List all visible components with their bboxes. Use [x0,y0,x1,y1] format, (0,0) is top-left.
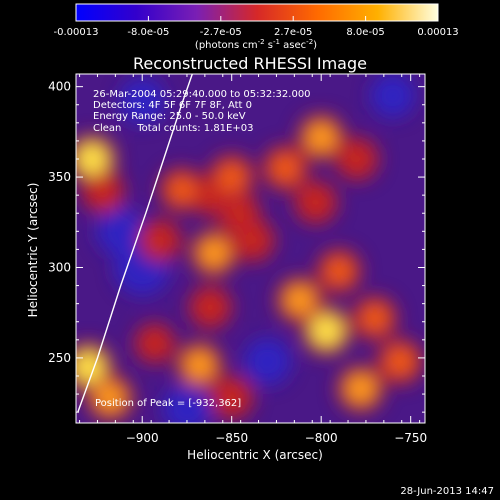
heatmap-emission-core [76,142,109,176]
heatmap-emission-core [301,188,330,217]
heatmap-low-region [370,74,416,118]
heatmap-emission-core [217,383,246,412]
heatmap-low-region [162,384,212,423]
heatmap-emission-core [167,175,197,205]
axis-ticks: −900 −850 −800 −750 250 300 350 400 [48,74,427,445]
heatmap-emission-core [141,330,168,357]
colorbar-tick-label: 0.00013 [417,27,458,38]
heatmap-emission-core [183,349,215,381]
colorbar-tick-label: -0.00013 [54,27,99,38]
heatmap-emission-core [198,237,230,269]
annotation-time-range: 26-Mar-2004 05:29:40.000 to 05:32:32.000 [93,89,311,100]
heatmap-emission-core [76,350,106,384]
heatmap-emission-core [196,293,225,322]
heatmap-emission-core [196,181,224,209]
heatmap-emission-core [342,144,371,173]
heatmap-image [76,74,424,423]
heatmap-emission-core [305,121,337,153]
peak-position-label: Position of Peak = [-932,362] [95,398,241,409]
colorbar-tick-label: -2.7e-05 [200,27,242,38]
heatmap-emission-core [146,226,175,255]
annotation-block: 26-Mar-2004 05:29:40.000 to 05:32:32.000… [93,89,311,134]
solar-limb-curve [77,74,193,413]
heatmap-low-region [243,337,292,386]
y-tick-label: 300 [48,260,71,274]
heatmap-emission-core [88,177,117,206]
annotation-clean-counts: Clean Total counts: 1.81E+03 [93,123,253,134]
colorbar-unit-label: (photons cm-2 s-1 asec-2) [195,38,317,51]
plot-frame [75,73,426,424]
y-tick-label: 350 [48,170,71,184]
x-tick-label: −900 [126,431,159,445]
colorbar-gradient [75,3,439,22]
heatmap-low-region [96,206,146,256]
y-tick-label: 250 [48,351,71,365]
y-tick-label: 400 [48,80,71,94]
plot-area: −900 −850 −800 −750 250 300 350 400 26-Mar-2004… [48,73,427,445]
x-tick-label: −750 [394,431,427,445]
annotation-detectors: Detectors: 4F 5F 6F 7F 8F, Att 0 [93,100,252,111]
colorbar-tick-label: 8.0e-05 [346,27,384,38]
date-stamp: 28-Jun-2013 14:47 [400,486,494,497]
heatmap-emission-core [239,226,268,255]
colorbar-ticks: -0.00013 -8.0e-05 -2.7e-05 2.7e-05 8.0e-05 0.… [54,16,459,38]
x-axis-label: Heliocentric X (arcsec) [187,448,323,462]
heatmap-emission-core [360,303,390,333]
heatmap-emission-core [310,314,344,348]
heatmap-emission-core [94,382,126,414]
x-tick-label: −850 [215,431,248,445]
heatmap-emission-core [345,373,377,405]
colorbar-tick-label: 2.7e-05 [274,27,312,38]
colorbar-tick-label: -8.0e-05 [127,27,169,38]
annotation-energy-range: Energy Range: 25.0 - 50.0 keV [93,111,246,122]
heatmap-emission-core [284,284,316,316]
chart-title: Reconstructed RHESSI Image [133,54,367,73]
y-axis-label: Heliocentric Y (arcsec) [26,183,40,318]
heatmap-emission-core [224,199,253,228]
heatmap-emission-core [384,346,415,377]
heatmap-emission-core [324,256,354,286]
heatmap-emission-core [216,162,247,193]
x-tick-label: −800 [305,431,338,445]
colorbar: -0.00013 -8.0e-05 -2.7e-05 2.7e-05 8.0e-05 0.… [54,3,459,51]
heatmap-low-region [119,78,166,125]
heatmap-emission-core [270,153,301,184]
